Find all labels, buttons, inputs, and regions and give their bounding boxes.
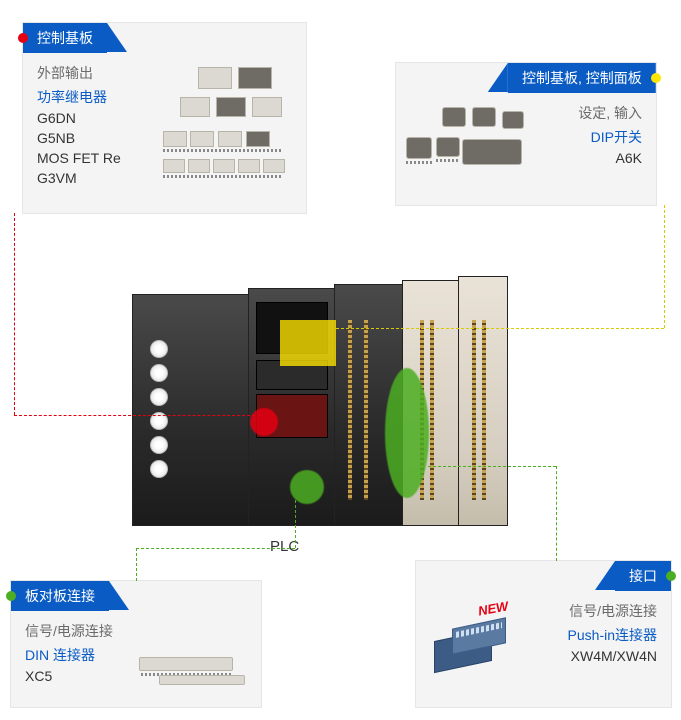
pushin-connector-illustration [430, 617, 520, 687]
box-header: 板对板连接 [11, 581, 109, 611]
box-header: 控制基板, 控制面板 [508, 63, 656, 93]
callout-dot-green [666, 571, 676, 581]
relay-components-illustration [158, 67, 298, 207]
box-control-board: 控制基板 外部输出 功率继电器 G6DN G5NB MOS FET Re G3V… [22, 22, 307, 214]
led-column [150, 340, 168, 478]
callout-dot-red [18, 33, 28, 43]
connector-green-l [136, 548, 295, 549]
connector-red [14, 415, 255, 416]
connector-green-l [295, 500, 296, 548]
callout-dot-yellow [651, 73, 661, 83]
highlight-red [250, 408, 278, 436]
callout-dot-green [6, 591, 16, 601]
box-header: 接口 [615, 561, 671, 591]
box-interface: 接口 信号/电源连接 Push-in连接器 XW4M/XW4N NEW [415, 560, 672, 708]
highlight-green [290, 470, 324, 504]
highlight-yellow [280, 320, 336, 366]
box-board-to-board: 板对板连接 信号/电源连接 DIN 连接器 XC5 [10, 580, 262, 708]
box-control-panel: 控制基板, 控制面板 设定, 输入 DIP开关 A6K [395, 62, 657, 206]
highlight-green-oval [385, 368, 429, 498]
din-connector-illustration [139, 649, 249, 693]
connector-green-r [556, 466, 557, 561]
connector-green-r [428, 466, 556, 467]
box-header: 控制基板 [23, 23, 107, 53]
connector-yellow [336, 328, 664, 329]
connector-green-l [136, 548, 137, 581]
subtitle: 信号/电源连接 [25, 621, 247, 641]
connector-red [14, 213, 15, 415]
connector-yellow [664, 205, 665, 328]
dip-switch-illustration [406, 107, 526, 197]
